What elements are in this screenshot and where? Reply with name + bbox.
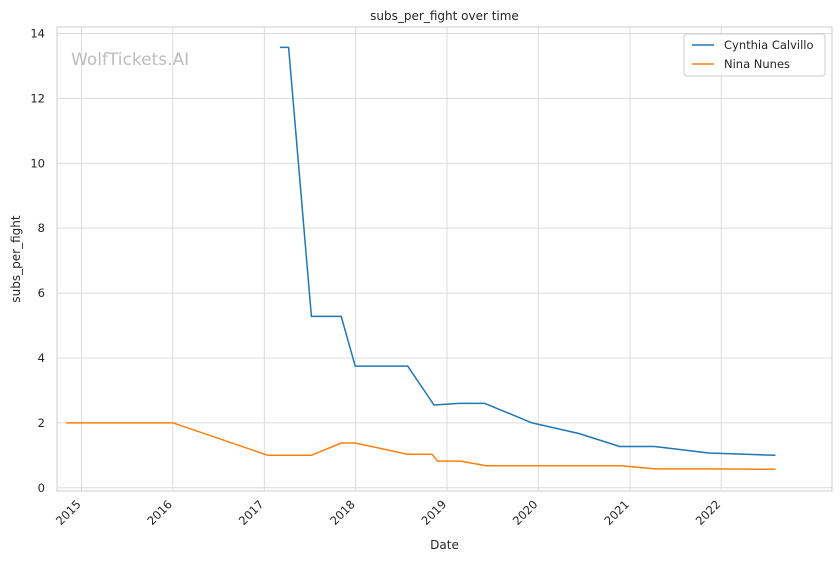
y-tick-label: 8	[38, 221, 45, 235]
x-tick-label: 2022	[693, 497, 724, 528]
y-tick-label: 12	[30, 91, 45, 105]
watermark: WolfTickets.AI	[71, 50, 189, 70]
y-tick-label: 14	[30, 26, 45, 40]
legend-entry: Cynthia Calvillo	[724, 38, 814, 52]
y-tick-label: 6	[38, 286, 45, 300]
x-tick-label: 2021	[601, 497, 632, 528]
y-axis-title: subs_per_fight	[9, 215, 23, 302]
x-tick-label: 2019	[419, 497, 450, 528]
y-tick-label: 4	[38, 351, 45, 365]
x-tick-label: 2020	[510, 497, 541, 528]
legend-box	[683, 33, 826, 77]
y-tick-label: 10	[30, 156, 45, 170]
legend: Cynthia Calvillo Nina Nunes	[683, 33, 826, 77]
series-line-1	[66, 422, 776, 471]
x-axis-title: Date	[430, 538, 459, 552]
chart-title: subs_per_fight over time	[370, 9, 519, 23]
x-axis-ticks: 2015 2016 2017 2018 2019 2020 2021 2022	[53, 497, 723, 528]
legend-entry: Nina Nunes	[724, 57, 790, 71]
plot-frame	[56, 26, 833, 492]
y-tick-label: 2	[38, 416, 45, 430]
y-tick-label: 0	[38, 481, 45, 495]
y-axis-ticks: 0 2 4 6 8 10 12 14	[30, 26, 45, 494]
series-line-0	[279, 46, 776, 457]
series-layer	[66, 46, 776, 471]
x-tick-label: 2016	[144, 497, 175, 528]
x-tick-label: 2018	[327, 497, 358, 528]
x-tick-label: 2015	[53, 497, 84, 528]
grid	[57, 27, 832, 491]
x-tick-label: 2017	[236, 497, 267, 528]
